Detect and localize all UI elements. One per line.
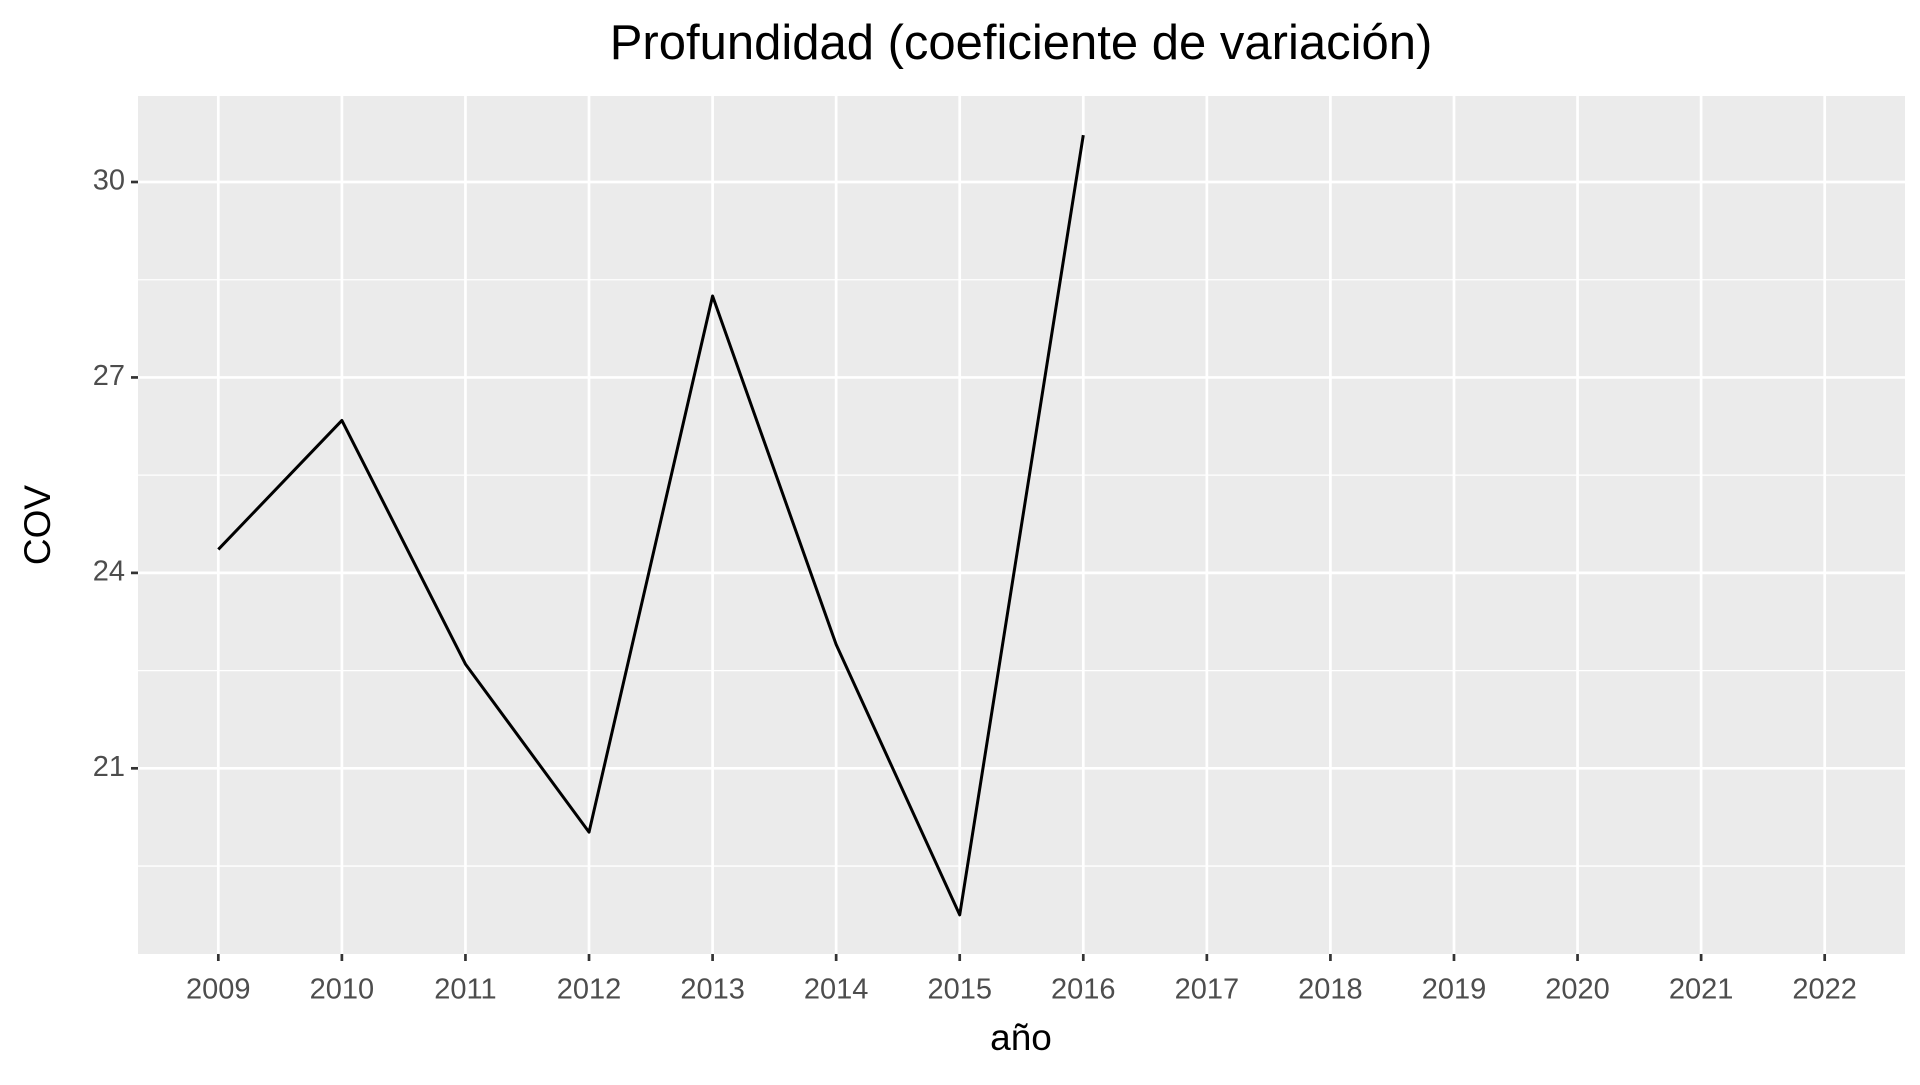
x-tick-label: 2017 [1175, 974, 1240, 1006]
chart-title: Profundidad (coeficiente de variación) [610, 16, 1433, 70]
y-tick-label: 24 [93, 556, 125, 588]
y-tick-label: 21 [93, 751, 125, 783]
x-tick-label: 2012 [557, 974, 622, 1006]
x-tick-label: 2016 [1051, 974, 1116, 1006]
x-axis-label: año [990, 1017, 1052, 1058]
x-tick-label: 2013 [680, 974, 745, 1006]
x-tick-label: 2022 [1792, 974, 1857, 1006]
y-axis-label: COV [17, 485, 58, 566]
y-tick-label: 27 [93, 360, 125, 392]
x-tick-label: 2018 [1298, 974, 1363, 1006]
x-tick-label: 2020 [1545, 974, 1610, 1006]
x-tick-label: 2011 [434, 974, 496, 1006]
x-tick-label: 2015 [927, 974, 992, 1006]
x-tick-label: 2019 [1422, 974, 1487, 1006]
line [217, 134, 1085, 917]
x-tick-label: 2021 [1669, 974, 1734, 1006]
y-tick-label: 30 [93, 165, 125, 197]
x-tick-label: 2014 [804, 974, 869, 1006]
x-tick-label: 2009 [186, 974, 251, 1006]
x-tick-label: 2010 [310, 974, 375, 1006]
